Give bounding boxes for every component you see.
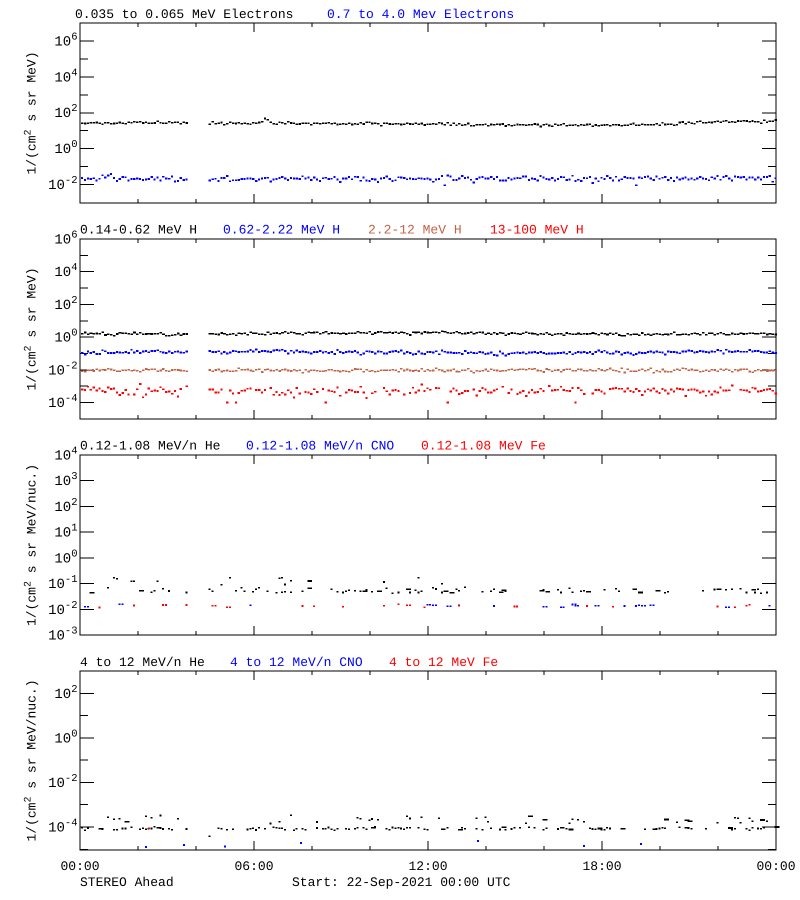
svg-text:STEREO Ahead: STEREO Ahead	[80, 875, 174, 890]
svg-text:12:00: 12:00	[408, 859, 447, 874]
svg-text:4 to 12 MeV/n He: 4 to 12 MeV/n He	[80, 655, 205, 670]
svg-text:0.035 to 0.065 MeV Electrons: 0.035 to 0.065 MeV Electrons	[75, 7, 293, 22]
svg-text:13-100 MeV H: 13-100 MeV H	[490, 223, 584, 238]
svg-text:1/(cm2 s sr MeV/nuc.): 1/(cm2 s sr MeV/nuc.)	[24, 679, 40, 841]
svg-text:1/(cm2 s sr MeV): 1/(cm2 s sr MeV)	[24, 51, 40, 174]
svg-text:18:00: 18:00	[582, 859, 621, 874]
svg-text:0.12-1.08 MeV/n He: 0.12-1.08 MeV/n He	[80, 439, 220, 454]
svg-text:00:00: 00:00	[60, 859, 99, 874]
svg-text:1/(cm2 s sr MeV): 1/(cm2 s sr MeV)	[24, 267, 40, 390]
svg-text:2.2-12 MeV H: 2.2-12 MeV H	[368, 223, 462, 238]
svg-text:0.7 to 4.0 Mev Electrons: 0.7 to 4.0 Mev Electrons	[327, 7, 514, 22]
svg-text:06:00: 06:00	[234, 859, 273, 874]
svg-text:0.12-1.08 MeV/n CNO: 0.12-1.08 MeV/n CNO	[246, 439, 394, 454]
svg-text:00:00: 00:00	[756, 859, 795, 874]
svg-text:4 to 12 MeV/n CNO: 4 to 12 MeV/n CNO	[230, 655, 363, 670]
svg-text:1/(cm2 s sr MeV/nuc.): 1/(cm2 s sr MeV/nuc.)	[24, 464, 40, 626]
svg-text:0.12-1.08 MeV Fe: 0.12-1.08 MeV Fe	[421, 439, 546, 454]
svg-text:0.14-0.62 MeV H: 0.14-0.62 MeV H	[80, 223, 197, 238]
svg-text:0.62-2.22 MeV H: 0.62-2.22 MeV H	[223, 223, 340, 238]
svg-text:Start: 22-Sep-2021 00:00 UTC: Start: 22-Sep-2021 00:00 UTC	[292, 875, 511, 890]
svg-text:4 to 12 MeV Fe: 4 to 12 MeV Fe	[389, 655, 498, 670]
